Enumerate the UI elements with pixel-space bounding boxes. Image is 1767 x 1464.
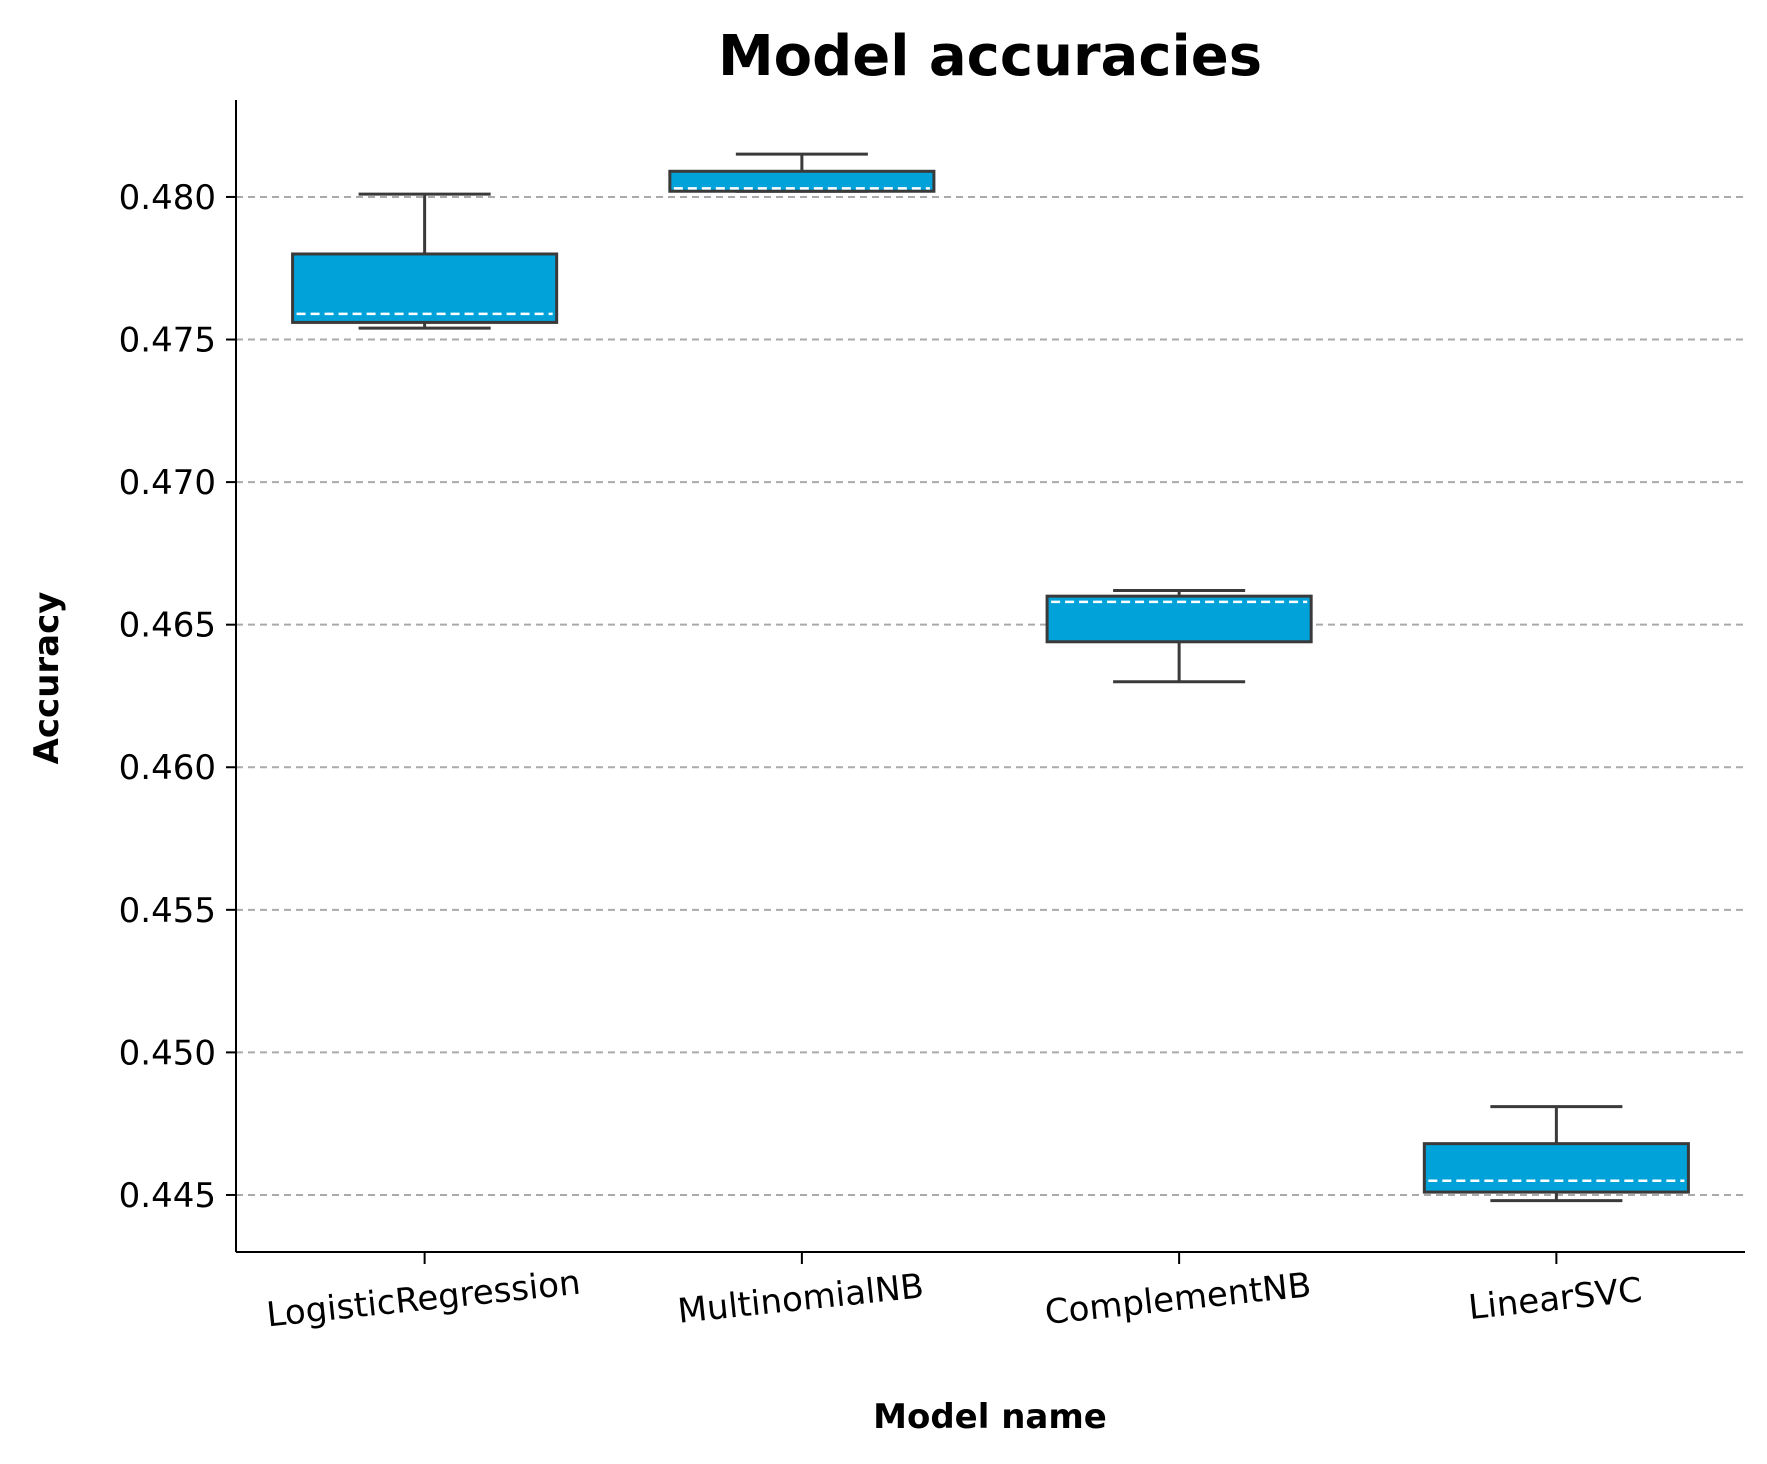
y-tick-label: 0.480 [119, 178, 216, 218]
grid-layer [236, 195, 1745, 1196]
y-axis-label: Accuracy [27, 592, 67, 765]
y-tick-label: 0.475 [119, 321, 216, 361]
axis-layer [235, 100, 1745, 1253]
box-ComplementNB [1045, 588, 1313, 684]
x-tick-label: LinearSVC [1466, 1270, 1643, 1328]
x-tick-label: LogisticRegression [265, 1263, 583, 1336]
box-MultinomialNB [668, 152, 936, 193]
y-tick-label: 0.455 [119, 891, 216, 931]
y-ticks: 0.445 0.450 0.455 0.460 0.465 0.470 0.475 0.480 [119, 178, 236, 1216]
x-ticks: LogisticRegression MultinomialNB Complemen… [265, 1252, 1644, 1335]
box-LogisticRegression [291, 192, 559, 330]
iqr-box [668, 169, 936, 193]
iqr-box [1422, 1142, 1690, 1194]
x-tick-label: MultinomialNB [676, 1266, 926, 1332]
y-tick-label: 0.465 [119, 606, 216, 646]
x-tick-label: ComplementNB [1043, 1265, 1313, 1333]
y-tick-label: 0.460 [119, 748, 216, 788]
box-LinearSVC [1422, 1105, 1690, 1203]
y-tick-label: 0.470 [119, 463, 216, 503]
iqr-box [1045, 594, 1313, 644]
iqr-box [291, 252, 559, 324]
x-axis-label: Model name [873, 1397, 1107, 1437]
y-tick-label: 0.450 [119, 1033, 216, 1073]
y-tick-label: 0.445 [119, 1176, 216, 1216]
box-layer [291, 152, 1690, 1203]
chart-title: Model accuracies [718, 24, 1262, 89]
